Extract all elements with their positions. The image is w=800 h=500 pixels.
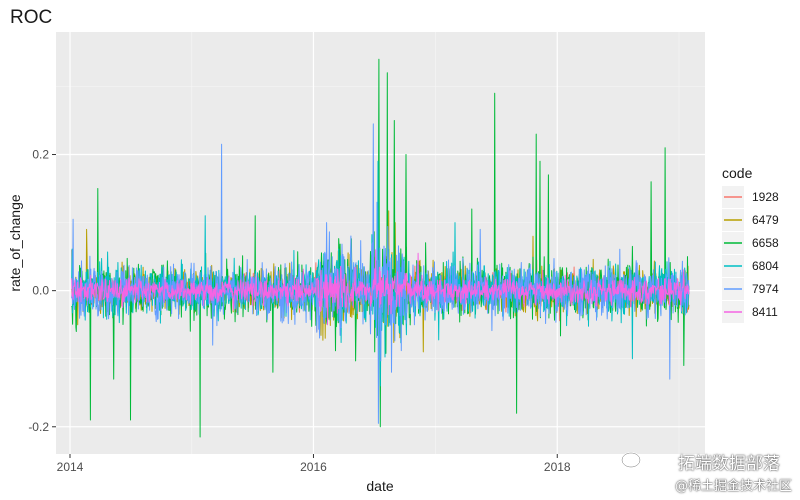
legend-label-6658: 6658 bbox=[752, 236, 779, 250]
x-axis-title: date bbox=[366, 478, 393, 494]
legend: code 1928 6479 6658 6804 7974 8411 bbox=[722, 165, 779, 323]
x-axis-ticks: 2014 2016 2018 bbox=[57, 454, 571, 474]
chart-title: ROC bbox=[10, 7, 52, 28]
x-tick-label: 2018 bbox=[544, 460, 571, 474]
legend-label-8411: 8411 bbox=[752, 305, 778, 319]
y-tick-label: -0.2 bbox=[28, 420, 49, 434]
watermark-title: 拓端数据部落 bbox=[678, 454, 780, 474]
legend-title: code bbox=[722, 165, 753, 181]
series-lines bbox=[71, 58, 690, 438]
legend-label-6479: 6479 bbox=[752, 213, 779, 227]
legend-label-6804: 6804 bbox=[752, 259, 779, 273]
wechat-icon bbox=[621, 452, 646, 471]
x-tick-label: 2016 bbox=[300, 460, 327, 474]
series-line-8411 bbox=[71, 249, 690, 326]
y-tick-label: 0.2 bbox=[32, 148, 49, 162]
x-tick-label: 2014 bbox=[57, 460, 84, 474]
y-axis-title: rate_of_change bbox=[7, 194, 23, 292]
y-tick-label: 0.0 bbox=[32, 284, 49, 298]
watermark-subtitle: @稀土掘金技术社区 bbox=[674, 479, 792, 494]
y-axis-ticks: -0.2 0.0 0.2 bbox=[28, 148, 56, 434]
legend-label-7974: 7974 bbox=[752, 282, 779, 296]
legend-label-1928: 1928 bbox=[752, 190, 779, 204]
